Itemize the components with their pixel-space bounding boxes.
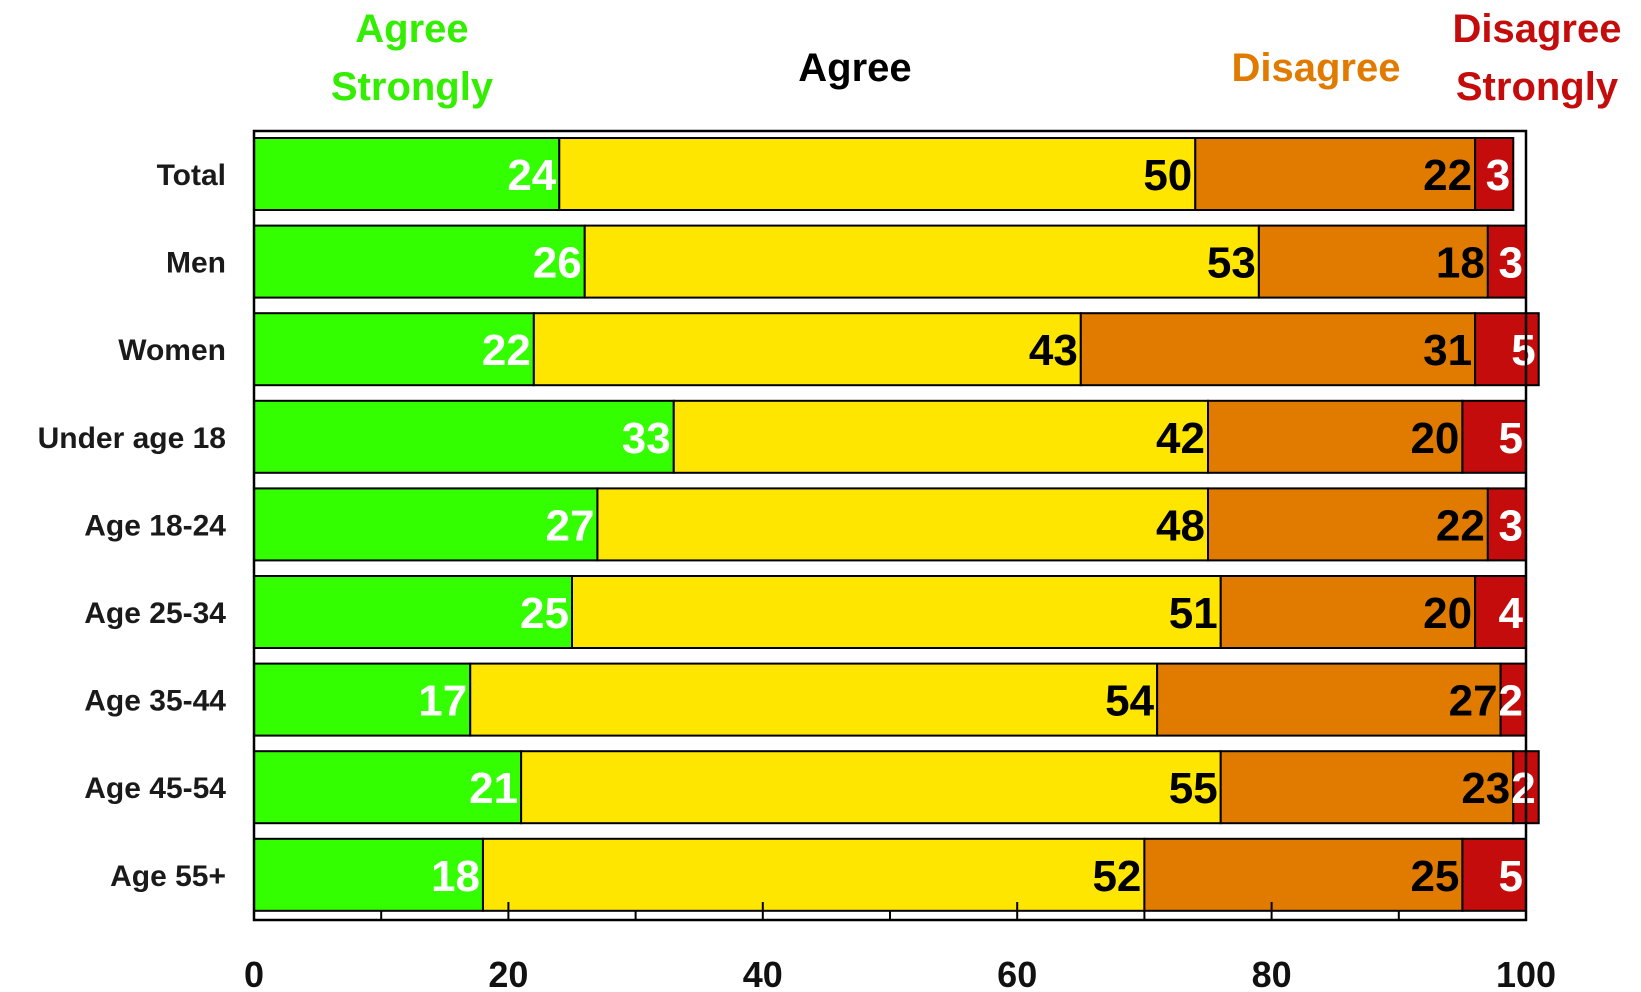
bar-segment (1207, 399, 1464, 474)
bar-segment (1257, 224, 1489, 299)
value-label: 3 (1499, 501, 1523, 550)
value-label: 17 (418, 677, 467, 726)
bar-segment (1486, 224, 1527, 299)
category-label: Men (166, 247, 226, 280)
bar-segment (253, 137, 561, 211)
value-label: 22 (1423, 151, 1472, 200)
bars: 24 50 22 326 53 18 322 43 31 533 42 20 527 48 22 325 51 2… (253, 137, 1540, 912)
value-label: 23 (1461, 764, 1510, 813)
category-labels: Total Men Women Under age 18 Age 18-24 Age 25… (38, 159, 227, 893)
bar-segment (1207, 487, 1489, 562)
x-tick-label: 40 (743, 954, 783, 992)
x-tick-label: 0 (244, 954, 264, 992)
value-label: 27 (545, 501, 594, 550)
bar-segment (1486, 487, 1527, 562)
value-label: 33 (622, 414, 671, 463)
category-label: Age 25-34 (84, 597, 226, 630)
bar-segment (469, 662, 1159, 737)
value-label: 43 (1029, 326, 1078, 375)
value-label: 20 (1423, 589, 1472, 638)
legend-entry: Disagree (1232, 46, 1401, 90)
bar-segment (253, 575, 573, 649)
value-label: 2 (1511, 764, 1535, 813)
category-label: Age 18-24 (84, 509, 226, 542)
category-label: Age 55+ (110, 860, 226, 893)
value-label: 2 (1499, 677, 1523, 726)
bar-segment (532, 312, 1082, 387)
bar-segment (1194, 137, 1477, 211)
bar-segment (520, 750, 1222, 825)
value-label: 5 (1499, 852, 1523, 901)
value-label: 5 (1511, 326, 1535, 375)
bar-segment (1499, 662, 1528, 737)
value-label: 5 (1499, 414, 1523, 463)
bar-segment (1219, 750, 1515, 825)
legend-entry: Disagree (1453, 7, 1622, 51)
bar-segment (1474, 137, 1515, 211)
value-label: 3 (1486, 151, 1510, 200)
bar-segment (253, 837, 484, 912)
bar-segment (596, 487, 1209, 562)
category-label: Age 35-44 (84, 685, 226, 718)
legend-entry: Strongly (331, 65, 494, 109)
bar-segment (253, 312, 535, 387)
category-label: Age 45-54 (84, 772, 226, 805)
legend-entry: Agree (355, 7, 468, 51)
value-label: 51 (1169, 589, 1218, 638)
value-label: 54 (1105, 677, 1154, 726)
x-axis: 0 20 40 60 80 100 (244, 129, 1556, 992)
value-label: 25 (520, 589, 569, 638)
bar-segment (571, 575, 1222, 649)
legend: Agree Strongly Agree Disagree Disagree Strong… (331, 7, 1622, 109)
category-label: Women (118, 334, 226, 367)
value-label: 24 (507, 151, 556, 200)
bar-segment (1461, 837, 1528, 912)
bar-segment (1461, 399, 1528, 474)
value-label: 3 (1499, 239, 1523, 288)
bar-segment (672, 399, 1209, 474)
value-label: 53 (1207, 239, 1256, 288)
bar-segment (583, 224, 1260, 299)
value-label: 27 (1449, 677, 1498, 726)
value-label: 25 (1410, 852, 1459, 901)
value-label: 20 (1410, 414, 1459, 463)
bar-segment (253, 399, 675, 474)
bar-segment (1079, 312, 1477, 387)
category-label: Under age 18 (38, 422, 226, 455)
bar-segment (1156, 662, 1502, 737)
x-tick-label: 20 (488, 954, 528, 992)
value-label: 48 (1156, 501, 1205, 550)
bar-segment (558, 137, 1197, 211)
value-label: 18 (1436, 239, 1485, 288)
bar-segment (481, 837, 1146, 912)
x-tick-label: 80 (1252, 954, 1292, 992)
value-label: 31 (1423, 326, 1472, 375)
value-label: 18 (431, 852, 480, 901)
value-label: 22 (482, 326, 531, 375)
value-label: 22 (1436, 501, 1485, 550)
legend-entry: Agree (798, 46, 911, 90)
x-tick-label: 100 (1496, 954, 1556, 992)
value-label: 21 (469, 764, 518, 813)
value-label: 4 (1499, 589, 1524, 638)
bar-segment (253, 750, 523, 825)
value-label: 26 (533, 239, 582, 288)
bar-segment (1474, 575, 1527, 649)
legend-entry: Strongly (1456, 65, 1619, 109)
value-label: 50 (1143, 151, 1192, 200)
value-label: 55 (1169, 764, 1218, 813)
category-label: Total (157, 159, 226, 192)
value-label: 52 (1092, 852, 1141, 901)
value-label: 42 (1156, 414, 1205, 463)
x-tick-label: 60 (997, 954, 1037, 992)
bar-segment (1474, 312, 1540, 387)
